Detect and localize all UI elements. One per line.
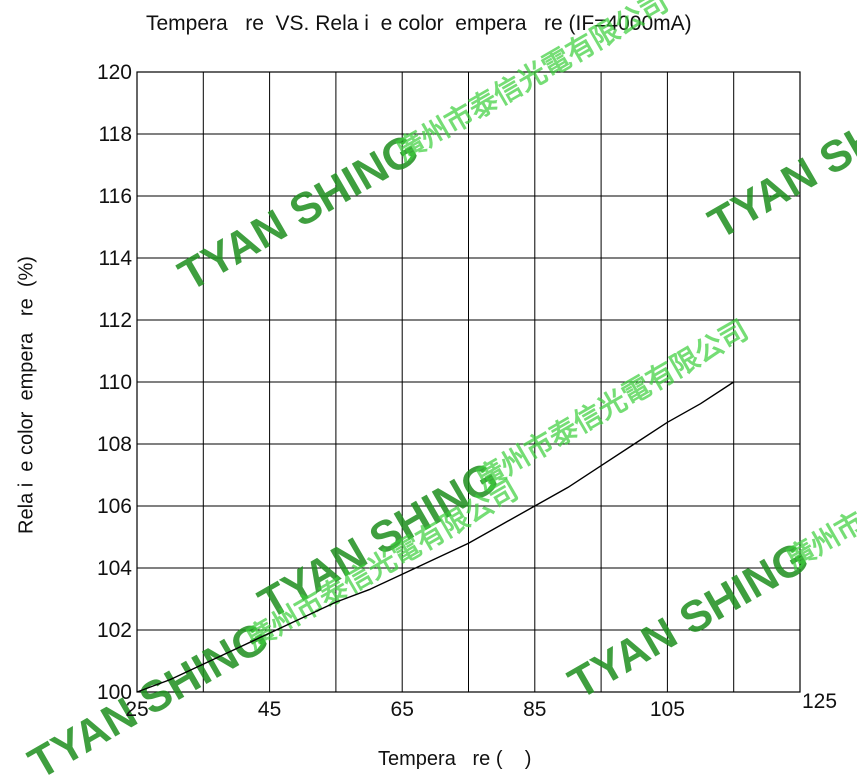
watermark-chinese: 廣州市泰信光電有限公司: [471, 313, 754, 496]
x-tick-label: 65: [391, 698, 414, 721]
y-tick-label: 108: [97, 433, 132, 456]
chart-title: Tempera re VS. Rela i e color empera re …: [146, 12, 692, 35]
y-tick-label: 100: [97, 681, 132, 704]
y-tick-label: 120: [97, 61, 132, 84]
watermark-brand: TYAN SHING: [171, 125, 427, 301]
y-tick-label: 106: [97, 495, 132, 518]
y-tick-label: 102: [97, 619, 132, 642]
plot-frame: [136, 71, 801, 693]
y-tick-label: 116: [99, 185, 132, 208]
grid: [136, 71, 801, 693]
series-line-0: [136, 381, 735, 693]
x-tick-label: 125: [802, 690, 837, 713]
y-tick-label: 118: [99, 123, 132, 146]
y-tick-label: 104: [97, 557, 132, 580]
x-axis-label: Tempera re ( ): [378, 748, 532, 770]
watermark-chinese: 廣州市泰信光電有限公司: [241, 473, 524, 656]
watermark-brand: TYAN SHING: [701, 73, 857, 249]
x-tick-label: 85: [523, 698, 546, 721]
watermark-chinese: 廣州市泰信光電有限公司: [781, 393, 857, 576]
watermark-chinese: 廣州市泰信光電有限公司: [391, 0, 674, 168]
series-lines: [136, 381, 735, 693]
x-tick-label: 45: [258, 698, 281, 721]
y-tick-label: 112: [99, 309, 132, 332]
y-tick-label: 110: [99, 371, 132, 394]
watermark-brand: TYAN SHING: [561, 533, 817, 709]
tick-labels: 100 102 104 106 108 110 112 114 116 118 120 25 45 65 8…: [97, 61, 837, 721]
x-tick-label: 105: [650, 698, 685, 721]
y-tick-label: 114: [99, 247, 133, 270]
x-tick-label: 25: [125, 698, 148, 721]
